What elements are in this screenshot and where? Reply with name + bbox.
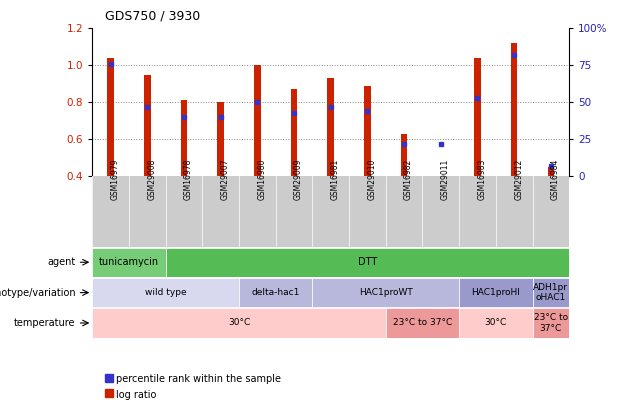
Bar — [144, 75, 151, 176]
FancyBboxPatch shape — [459, 309, 532, 338]
Bar — [328, 78, 334, 176]
Bar — [401, 134, 408, 176]
Text: HAC1proWT: HAC1proWT — [359, 288, 413, 297]
FancyBboxPatch shape — [92, 247, 165, 277]
FancyBboxPatch shape — [92, 309, 386, 338]
Text: 30°C: 30°C — [228, 318, 250, 328]
Text: GSM16979: GSM16979 — [111, 159, 120, 200]
Text: tunicamycin: tunicamycin — [99, 257, 159, 267]
Text: GSM16984: GSM16984 — [551, 159, 560, 200]
FancyBboxPatch shape — [92, 278, 239, 307]
Bar — [511, 43, 518, 176]
Text: genotype/variation: genotype/variation — [0, 288, 76, 298]
Bar — [218, 102, 224, 176]
Bar — [107, 58, 114, 176]
FancyBboxPatch shape — [532, 309, 569, 338]
Text: percentile rank within the sample: percentile rank within the sample — [116, 375, 280, 384]
FancyBboxPatch shape — [312, 278, 459, 307]
Text: temperature: temperature — [14, 318, 76, 328]
Text: GSM16981: GSM16981 — [331, 159, 340, 200]
Text: 23°C to
37°C: 23°C to 37°C — [534, 313, 568, 333]
Text: GSM16978: GSM16978 — [184, 159, 193, 200]
Text: log ratio: log ratio — [116, 390, 156, 400]
Text: wild type: wild type — [145, 288, 186, 297]
Text: 23°C to 37°C: 23°C to 37°C — [393, 318, 452, 328]
Bar — [474, 58, 481, 176]
Text: GSM16983: GSM16983 — [478, 159, 487, 200]
Bar — [254, 65, 261, 176]
Text: GSM29010: GSM29010 — [368, 159, 377, 200]
Text: GDS750 / 3930: GDS750 / 3930 — [105, 9, 200, 22]
Text: ADH1pr
oHAC1: ADH1pr oHAC1 — [534, 283, 569, 302]
Text: GSM16982: GSM16982 — [404, 159, 413, 200]
Text: GSM16980: GSM16980 — [258, 159, 266, 200]
Text: DTT: DTT — [358, 257, 377, 267]
Text: HAC1proHI: HAC1proHI — [471, 288, 520, 297]
FancyBboxPatch shape — [386, 309, 459, 338]
Bar — [291, 90, 298, 176]
FancyBboxPatch shape — [459, 278, 532, 307]
FancyBboxPatch shape — [165, 247, 569, 277]
Bar — [181, 100, 187, 176]
Text: GSM29012: GSM29012 — [514, 159, 523, 200]
FancyBboxPatch shape — [239, 278, 312, 307]
Bar — [548, 167, 554, 176]
Bar — [364, 85, 371, 176]
FancyBboxPatch shape — [532, 278, 569, 307]
Text: agent: agent — [48, 257, 76, 267]
Text: GSM29011: GSM29011 — [441, 159, 450, 200]
Text: 30°C: 30°C — [485, 318, 507, 328]
Text: GSM29007: GSM29007 — [221, 159, 230, 200]
Text: GSM29008: GSM29008 — [148, 159, 156, 200]
Text: delta-hac1: delta-hac1 — [251, 288, 300, 297]
Text: GSM29009: GSM29009 — [294, 159, 303, 200]
